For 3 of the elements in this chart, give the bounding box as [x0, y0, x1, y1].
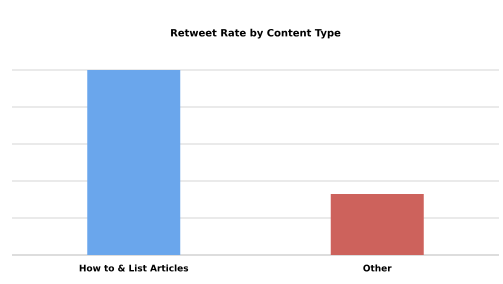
x-tick-label: How to & List Articles	[80, 264, 188, 272]
x-tick-label: Other	[363, 264, 392, 272]
chart-title: Retweet Rate by Content Type	[171, 28, 340, 39]
